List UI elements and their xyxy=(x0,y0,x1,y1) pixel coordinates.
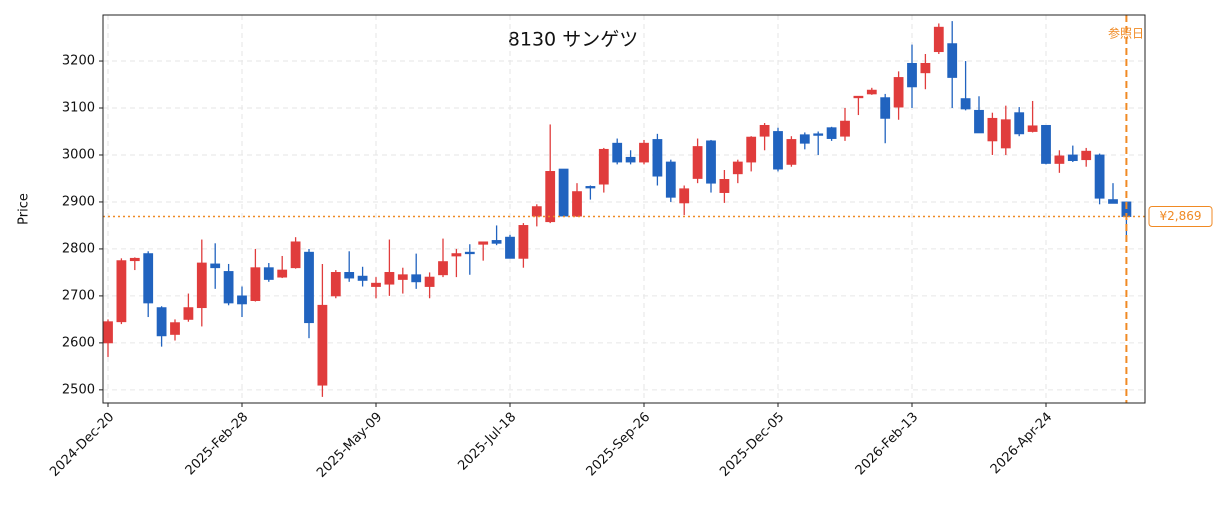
candle-body xyxy=(866,89,877,95)
candle-body xyxy=(196,262,207,309)
last-price-label: ¥2,869 xyxy=(1160,209,1202,223)
candle-body xyxy=(920,62,931,74)
candle-body xyxy=(665,161,676,198)
candle-body xyxy=(786,139,797,165)
candle-body xyxy=(263,267,274,280)
candle-body xyxy=(679,188,690,204)
candle-body xyxy=(277,269,288,278)
candle-body xyxy=(464,251,475,255)
candle-body xyxy=(156,307,167,337)
candle-body xyxy=(438,261,448,276)
candle-body xyxy=(598,148,609,185)
candle-body xyxy=(505,236,515,259)
x-tick-label: 2025-Sep-26 xyxy=(584,410,654,480)
candle-body xyxy=(1054,155,1065,164)
plot-frame xyxy=(102,14,1146,404)
candle-body xyxy=(773,131,783,170)
candle-body xyxy=(518,225,529,259)
candle-body xyxy=(183,307,194,320)
candle-body xyxy=(1094,154,1105,199)
candle-body xyxy=(947,43,958,78)
candle-body xyxy=(170,322,180,335)
candle-body xyxy=(397,274,408,280)
candle-body xyxy=(304,251,314,324)
candle-body xyxy=(384,272,395,285)
candle-body xyxy=(799,134,810,144)
candle-body xyxy=(652,139,663,177)
candle-body xyxy=(639,142,649,163)
y-tick-label: 2500 xyxy=(62,382,95,397)
candle-body xyxy=(1108,199,1118,204)
candle-body xyxy=(625,156,636,163)
candle-body xyxy=(1067,154,1078,162)
y-tick-label: 2800 xyxy=(62,241,95,256)
y-tick-label: 2900 xyxy=(62,194,95,209)
candle-body xyxy=(558,168,569,217)
y-tick-label: 2700 xyxy=(62,288,95,303)
candle-body xyxy=(545,171,556,223)
candle-body xyxy=(330,272,341,297)
candle-body xyxy=(893,77,904,108)
candle-body xyxy=(853,95,864,99)
candle-body xyxy=(746,136,757,163)
candle-body xyxy=(572,191,582,217)
reference-label: 参照日 xyxy=(1108,26,1144,41)
candle-body xyxy=(907,62,917,88)
candle-body xyxy=(116,260,127,323)
candle-body xyxy=(424,276,435,287)
y-tick-label: 2600 xyxy=(62,335,95,350)
candle-body xyxy=(1000,119,1011,149)
x-tick-label: 2024-Dec-20 xyxy=(47,410,117,480)
x-tick-label: 2025-May-09 xyxy=(314,410,385,481)
y-tick-label: 3200 xyxy=(62,54,95,69)
chart-title: 8130 サンゲツ xyxy=(508,29,638,51)
candle-body xyxy=(706,140,716,184)
x-tick-label: 2025-Feb-28 xyxy=(183,410,252,479)
y-tick-label: 3100 xyxy=(62,101,95,116)
candle-body xyxy=(103,321,113,344)
y-tick-label: 3000 xyxy=(62,147,95,162)
x-tick-label: 2026-Apr-24 xyxy=(988,410,1055,477)
candle-body xyxy=(143,253,154,304)
candle-body xyxy=(411,274,422,283)
candle-body xyxy=(612,142,623,163)
candle-body xyxy=(531,206,542,217)
candle-body xyxy=(210,263,221,269)
candle-body xyxy=(719,179,730,193)
candle-body xyxy=(813,133,824,136)
candle-body xyxy=(960,98,971,110)
candle-body xyxy=(692,146,703,179)
candle-body xyxy=(451,253,462,257)
candle-body xyxy=(1027,125,1038,132)
candle-body xyxy=(357,275,368,281)
last-price-box xyxy=(1148,206,1213,228)
x-tick-label: 2025-Jul-18 xyxy=(455,410,519,474)
candle-body xyxy=(987,117,998,142)
candle-body xyxy=(478,241,489,245)
candle-body xyxy=(933,26,944,53)
x-tick-label: 2026-Feb-13 xyxy=(853,410,922,479)
y-axis-label: Price xyxy=(17,193,32,225)
candle-body xyxy=(840,120,850,137)
candle-body xyxy=(759,124,770,137)
candle-body xyxy=(732,161,743,175)
x-tick-label: 2025-Dec-05 xyxy=(717,410,787,480)
candle-body xyxy=(974,109,984,134)
candle-body xyxy=(491,240,502,244)
candle-body xyxy=(371,282,381,287)
candle-body xyxy=(880,97,891,119)
candle-body xyxy=(250,267,261,301)
candle-body xyxy=(344,272,355,279)
candle-body xyxy=(1014,112,1025,135)
candle-body xyxy=(223,271,234,304)
candle-body xyxy=(237,295,247,305)
candle-body xyxy=(585,186,596,189)
candle-body xyxy=(826,127,837,139)
candle-body xyxy=(129,257,140,262)
candle-body xyxy=(290,241,301,269)
candle-body xyxy=(317,304,328,386)
candle-body xyxy=(1041,124,1051,164)
candle-body xyxy=(1081,150,1092,161)
